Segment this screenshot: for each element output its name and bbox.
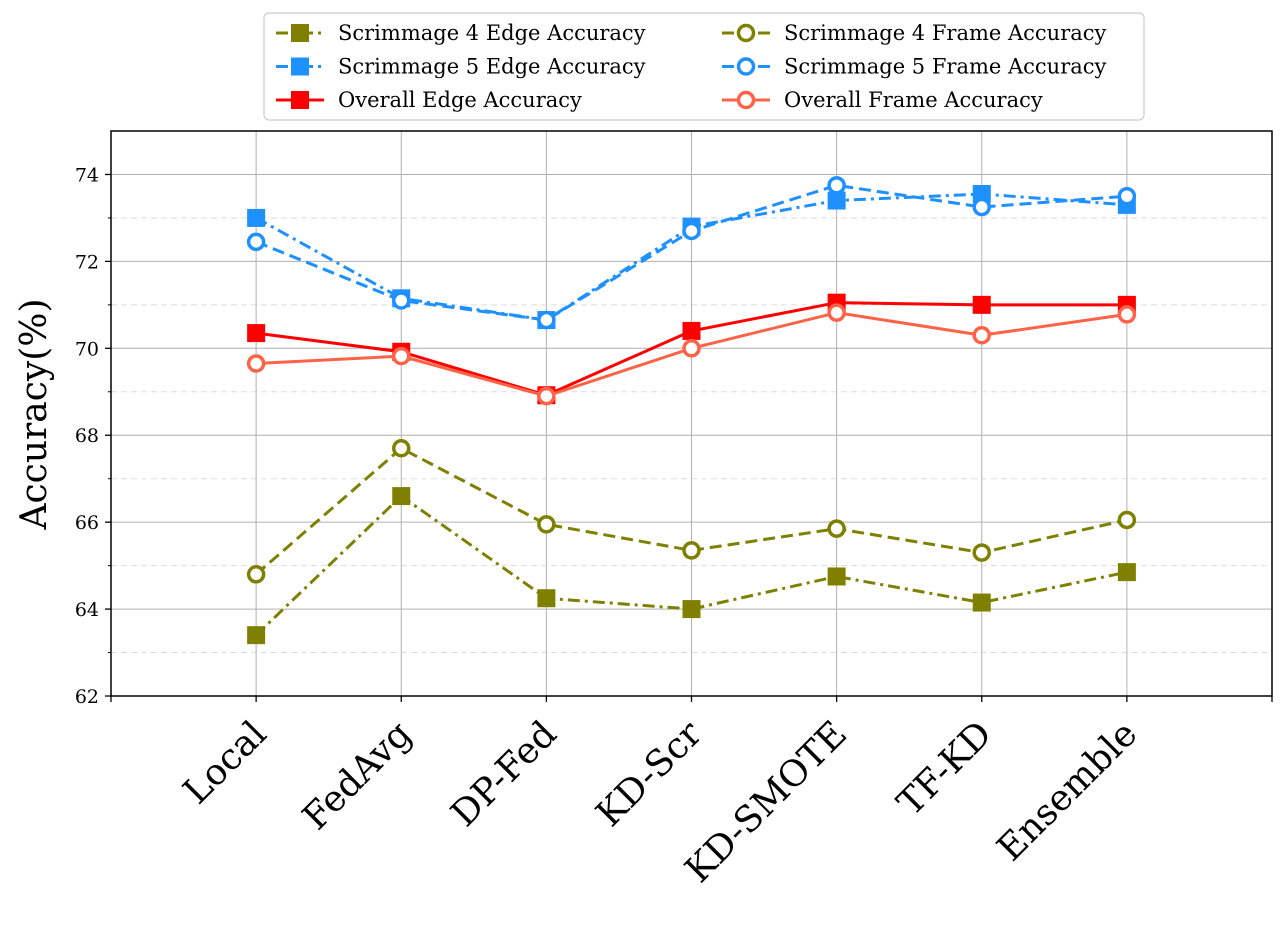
y-tick-label: 72 [75,251,99,273]
data-point [682,321,701,340]
data-point [1117,186,1137,206]
legend: Scrimmage 4 Edge Accuracy Scrimmage 5 Edg… [263,12,1145,121]
y-tick-label: 74 [75,164,99,186]
legend-swatch-marker [291,57,309,76]
data-point [537,310,556,330]
data-point [972,593,991,612]
data-point [1117,563,1136,582]
legend-swatch-marker [291,91,309,109]
data-point [827,303,846,322]
legend-swatch-marker [291,24,309,42]
legend-box [263,12,1145,121]
series-1 [246,439,1137,584]
data-point [827,176,846,195]
data-point [682,541,701,560]
y-tick-label: 64 [75,599,99,621]
data-point [682,600,701,619]
data-point [246,565,266,584]
legend-swatch-marker [736,90,756,110]
y-tick-label: 66 [75,512,99,534]
data-point [827,519,846,538]
x-tick-label: Local [176,713,275,812]
data-point [247,208,266,227]
x-tick-label: KD-Scr [589,713,711,835]
data-point [972,295,991,314]
data-point [247,626,266,645]
x-tick-label: Ensemble [990,713,1146,869]
data-point [972,197,991,217]
data-point [392,487,411,506]
data-point [972,543,991,562]
legend-entry: Overall Frame Accuracy [722,88,1043,112]
y-tick-label: 62 [75,686,99,708]
data-point [392,346,411,366]
x-tick-label: DP-Fed [443,713,564,834]
legend-label: Scrimmage 5 Frame Accuracy [784,55,1107,79]
legend-swatch-marker [736,57,756,76]
legend-label: Scrimmage 5 Edge Accuracy [338,55,646,79]
data-point [246,354,266,373]
data-point [246,232,266,252]
series-3 [246,176,1137,330]
series-5 [246,303,1137,406]
y-tick-label: 70 [75,338,99,360]
series-0 [247,487,1136,645]
legend-entry: Scrimmage 5 Edge Accuracy [276,55,646,79]
legend-entry: Scrimmage 5 Frame Accuracy [722,55,1107,79]
series-layer [246,176,1137,645]
legend-label: Scrimmage 4 Edge Accuracy [338,21,646,45]
legend-label: Overall Edge Accuracy [338,88,582,112]
data-point [392,439,411,458]
legend-swatch-marker [736,23,756,43]
data-point [1117,510,1137,530]
data-point [247,324,266,343]
x-tick-label: FedAvg [295,713,420,838]
y-tick-label: 68 [75,425,99,447]
data-point [827,567,846,586]
legend-entry: Overall Edge Accuracy [276,88,582,112]
data-point [1117,305,1137,324]
data-point [972,185,991,204]
data-point [827,191,846,210]
x-tick-label: TF-KD [890,713,1001,824]
data-point [972,326,991,345]
legend-entry: Scrimmage 4 Frame Accuracy [722,21,1107,45]
data-point [537,386,556,406]
data-point [537,589,556,608]
data-point [682,221,701,241]
data-point [682,339,701,358]
data-point [537,515,556,534]
legend-entry: Scrimmage 4 Edge Accuracy [276,21,646,45]
y-axis-label: Accuracy(%) [14,299,55,531]
legend-label: Scrimmage 4 Frame Accuracy [784,21,1107,45]
legend-label: Overall Frame Accuracy [784,88,1043,112]
data-point [392,291,411,310]
